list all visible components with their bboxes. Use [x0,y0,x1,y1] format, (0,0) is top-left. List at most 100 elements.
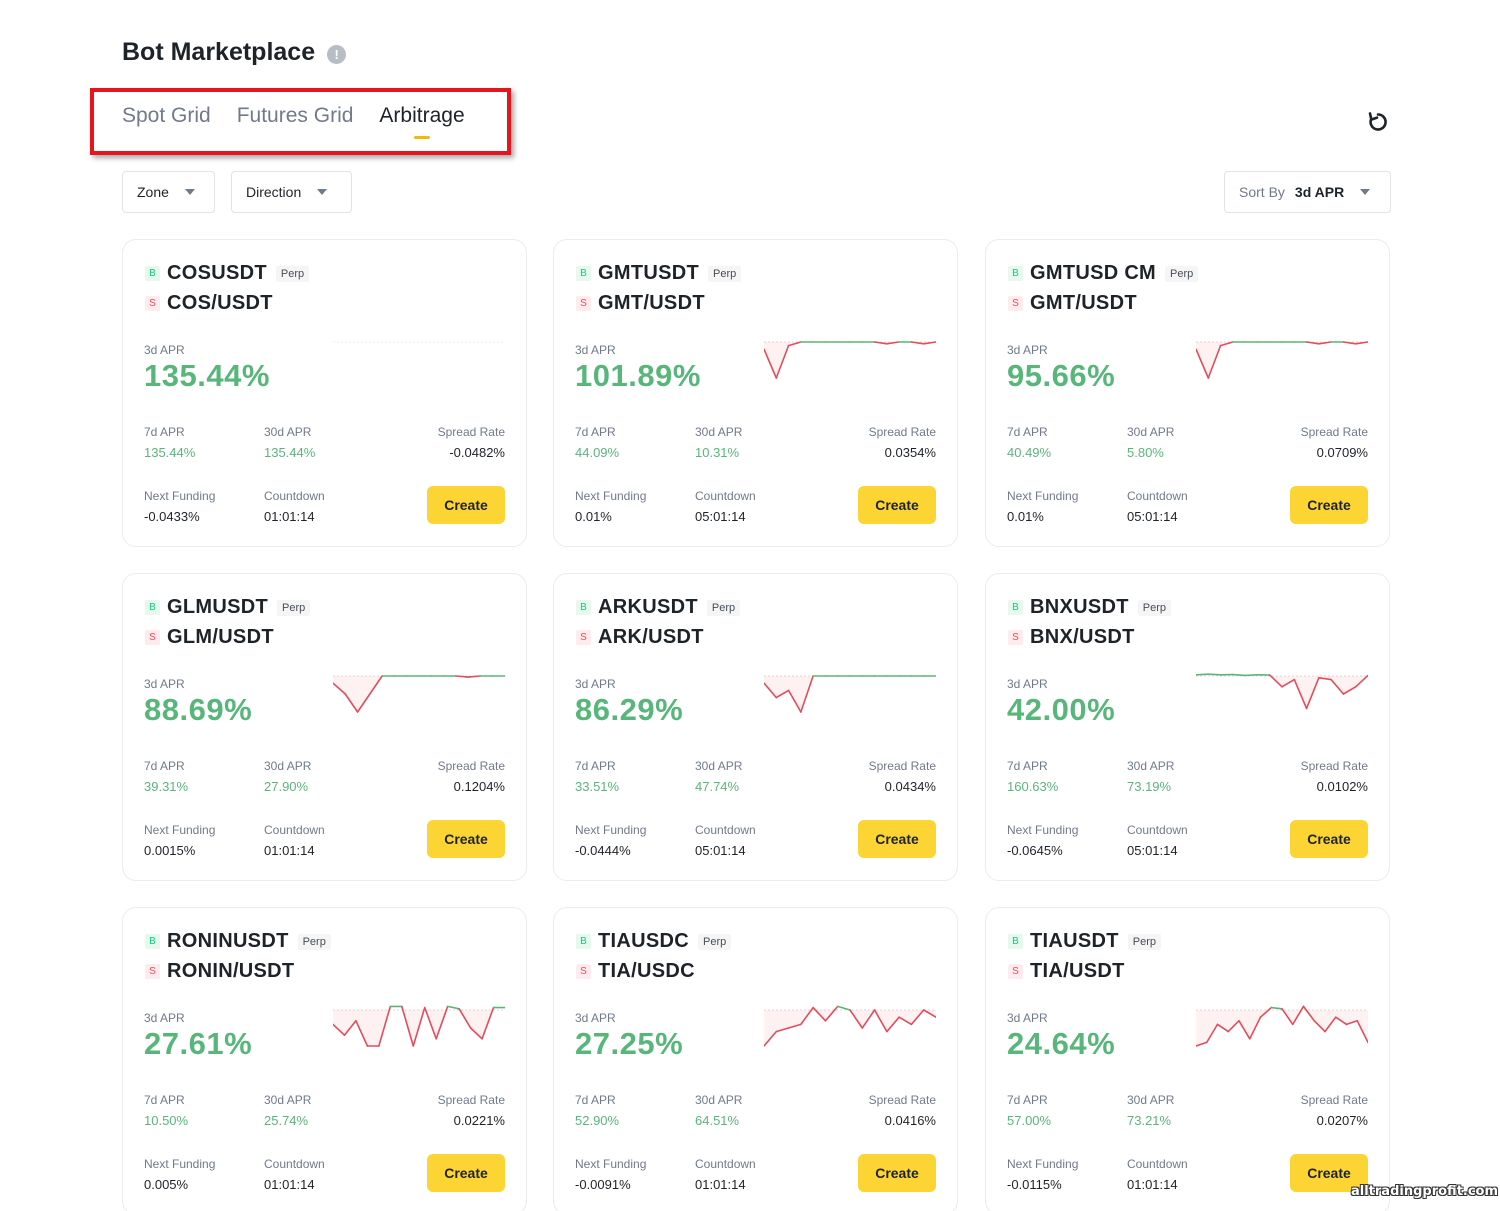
apr-7d-label: 7d APR [1007,1093,1048,1107]
buy-badge: B [576,600,591,615]
create-button[interactable]: Create [427,820,505,858]
create-button[interactable]: Create [858,486,936,524]
sparkline-segment [800,675,814,713]
tabs-highlight-box [90,88,511,155]
zone-dropdown[interactable]: Zone [122,171,215,213]
sparkline-segment [764,348,778,379]
chevron-down-icon [184,189,195,195]
sparkline-segment [764,1030,778,1047]
create-button[interactable]: Create [1290,820,1368,858]
bot-card[interactable]: B COSUSDT Perp S COS/USDT 3d APR 135.44%… [122,239,527,547]
direction-dropdown[interactable]: Direction [231,171,352,213]
spread-rate-label: Spread Rate [868,425,936,439]
apr-7d-label: 7d APR [144,759,185,773]
sparkline-segment [412,1006,426,1047]
sparkline-segment [787,341,802,347]
futures-symbol: COSUSDT [167,262,267,284]
apr-30d-label: 30d APR [264,1093,312,1107]
sparkline-segment [1207,344,1222,379]
bot-card[interactable]: B RONINUSDT Perp S RONIN/USDT 3d APR 27.… [122,907,527,1211]
apr-7d-label: 7d APR [575,1093,616,1107]
next-funding-label: Next Funding [575,489,647,503]
create-button[interactable]: Create [858,820,936,858]
sparkline-segment [1232,673,1246,677]
spot-pair-row: S COS/USDT [145,292,273,315]
sparkline-segment [849,1009,864,1029]
spot-pair-row: S RONIN/USDT [145,960,294,983]
apr-sparkline [764,1005,936,1047]
spread-rate-label: Spread Rate [1300,759,1368,773]
apr-3d-value: 42.00% [1007,692,1116,727]
countdown-label: Countdown [264,1157,325,1171]
next-funding-value: -0.0091% [575,1177,631,1192]
sparkline-area [333,676,505,712]
sparkline-segment [1207,673,1222,676]
spread-rate-value: 0.1204% [453,779,505,794]
sparkline-segment [886,341,900,345]
apr-sparkline [1196,1005,1368,1047]
spot-symbol: GMT/USDT [1030,292,1137,314]
page-title: Bot Marketplace ! [122,38,347,67]
countdown-value: 01:01:14 [1127,1177,1178,1192]
refresh-icon[interactable] [1366,110,1390,134]
sparkline-area [1196,676,1368,709]
sparkline-segment [469,1027,483,1040]
countdown-value: 05:01:14 [695,509,746,524]
bot-card[interactable]: B TIAUSDC Perp S TIA/USDC 3d APR 27.25% … [553,907,958,1211]
sparkline-segment [898,1016,913,1026]
bot-card[interactable]: B TIAUSDT Perp S TIA/USDT 3d APR 24.64% … [985,907,1390,1211]
apr-3d-label: 3d APR [575,677,616,691]
buy-badge: B [145,934,160,949]
sparkline-segment [910,1009,925,1026]
next-funding-value: 0.005% [144,1177,189,1192]
bot-card[interactable]: B ARKUSDT Perp S ARK/USDT 3d APR 86.29% … [553,573,958,881]
bot-card[interactable]: B BNXUSDT Perp S BNX/USDT 3d APR 42.00% … [985,573,1390,881]
countdown-value: 05:01:14 [1127,509,1178,524]
countdown-label: Countdown [264,489,325,503]
create-button[interactable]: Create [858,1154,936,1192]
info-icon[interactable]: ! [327,44,347,64]
sort-by-label: Sort By [1239,184,1285,200]
create-button[interactable]: Create [427,1154,505,1192]
perp-tag: Perp [276,599,311,616]
bot-card[interactable]: B GMTUSDT Perp S GMT/USDT 3d APR 101.89%… [553,239,958,547]
next-funding-value: -0.0645% [1007,843,1063,858]
sparkline-segment [1345,1019,1359,1026]
futures-symbol: TIAUSDT [1030,930,1119,952]
buy-badge: B [576,266,591,281]
tab-futures-grid[interactable]: Futures Grid [236,104,354,127]
apr-7d-value: 40.49% [1007,445,1052,460]
buy-badge: B [1008,266,1023,281]
sparkline-segment [910,341,925,345]
bot-card[interactable]: B GMTUSD CM Perp S GMT/USDT 3d APR 95.66… [985,239,1390,547]
perp-tag: Perp [297,933,331,950]
spot-symbol: TIA/USDT [1030,960,1125,982]
create-button[interactable]: Create [1290,486,1368,524]
create-button[interactable]: Create [1290,1154,1368,1192]
sparkline-segment [1219,341,1234,347]
futures-pair-row: B RONINUSDT Perp [145,930,331,953]
sparkline-segment [1281,1008,1294,1026]
sparkline-segment [467,675,482,678]
perp-tag: Perp [1127,933,1162,950]
bot-card[interactable]: B GLMUSDT Perp S GLM/USDT 3d APR 88.69% … [122,573,527,881]
sparkline-segment [1330,678,1345,695]
perp-tag: Perp [1137,599,1172,616]
sparkline-segment [812,1006,827,1022]
tab-arbitrage[interactable]: Arbitrage [379,104,464,138]
tab-spot-grid[interactable]: Spot Grid [122,104,211,127]
sparkline-segment [1342,685,1357,695]
sparkline-segment [775,1027,790,1033]
futures-pair-row: B GMTUSD CM Perp [1008,262,1199,285]
sort-dropdown[interactable]: Sort By 3d APR [1224,171,1391,213]
apr-30d-value: 27.90% [264,779,309,794]
spot-pair-row: S TIA/USDC [576,960,695,983]
buy-badge: B [145,600,160,615]
sparkline-segment [836,1005,851,1011]
apr-30d-label: 30d APR [264,759,312,773]
sparkline-segment [455,675,469,678]
create-button[interactable]: Create [427,486,505,524]
sell-badge: S [145,296,160,311]
sparkline-segment [481,1006,495,1040]
apr-7d-label: 7d APR [575,425,616,439]
